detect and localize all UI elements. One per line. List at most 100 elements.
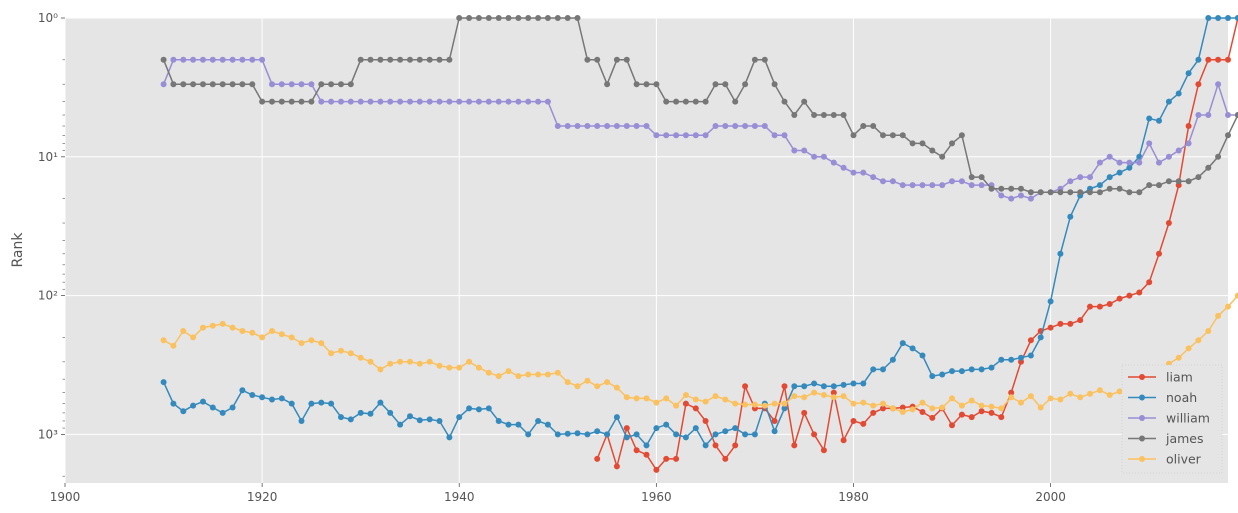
data-point-james [742,81,749,88]
data-point-william [229,56,236,63]
data-point-oliver [1215,312,1222,319]
data-point-james [377,56,384,63]
data-point-william [219,56,226,63]
data-point-liam [919,409,926,415]
data-point-james [909,140,916,147]
data-point-william [840,164,847,171]
data-point-james [338,81,344,88]
data-point-oliver [1205,328,1212,334]
data-point-william [1156,159,1162,166]
data-point-oliver [791,393,798,400]
data-point-oliver [170,342,177,349]
data-point-oliver [436,362,443,369]
data-point-liam [1225,56,1231,63]
data-point-oliver [1116,388,1123,395]
data-point-noah [830,383,837,390]
data-point-noah [407,413,413,420]
data-point-oliver [939,404,946,411]
data-point-james [308,98,315,105]
data-point-liam [712,442,719,449]
legend-marker-oliver [1139,456,1145,462]
data-point-noah [1057,250,1064,257]
data-point-william [643,123,650,129]
data-point-james [229,81,236,88]
data-point-james [1096,189,1103,196]
data-point-william [781,132,788,139]
data-point-william [594,123,601,129]
data-point-liam [1136,289,1143,296]
data-point-william [475,98,482,105]
data-point-james [820,112,827,118]
data-point-james [939,153,946,160]
data-point-noah [584,431,591,438]
data-point-oliver [978,402,985,409]
data-point-liam [791,442,798,449]
data-point-william [544,98,551,105]
data-point-william [446,98,453,105]
data-point-james [1116,185,1123,192]
data-point-noah [397,421,404,428]
data-point-william [830,159,837,166]
data-point-james [416,56,423,63]
data-point-james [298,98,305,105]
data-point-james [1234,112,1238,118]
data-point-oliver [387,360,394,367]
data-point-noah [604,431,611,438]
data-point-james [811,112,818,118]
data-point-noah [298,418,305,424]
data-point-noah [288,400,295,407]
data-point-liam [682,400,689,407]
data-point-oliver [328,350,335,357]
data-point-oliver [416,360,423,367]
data-point-william [1096,159,1103,166]
data-point-noah [791,383,798,390]
data-point-oliver [604,379,611,386]
data-point-liam [1027,337,1034,344]
data-point-oliver [338,347,344,354]
data-point-james [830,112,837,118]
data-point-james [180,81,187,88]
data-point-oliver [278,331,285,338]
data-point-william [170,56,177,63]
data-point-james [692,98,699,105]
data-point-william [889,178,896,185]
data-point-james [682,98,689,105]
data-point-oliver [1047,395,1054,402]
data-point-james [505,15,512,21]
data-point-james [751,56,758,63]
data-point-noah [1037,334,1044,341]
data-point-james [1018,185,1024,192]
data-point-james [318,81,325,88]
legend-label-james: james [1165,431,1204,446]
data-point-william [604,123,611,129]
data-point-william [259,56,266,63]
data-point-liam [1126,292,1133,299]
data-point-william [190,56,197,63]
data-point-oliver [811,389,818,396]
data-point-noah [889,356,896,363]
data-point-james [1037,189,1044,196]
data-point-william [811,153,818,160]
data-point-james [761,56,768,63]
data-point-william [899,182,906,189]
y-tick-label: 10¹ [38,150,58,164]
data-point-noah [939,371,946,378]
data-point-oliver [308,337,315,344]
data-point-liam [1096,303,1103,310]
legend-label-noah: noah [1166,390,1197,405]
data-point-william [387,98,394,105]
data-point-william [1126,159,1133,166]
data-point-oliver [535,371,542,378]
data-point-oliver [623,394,630,401]
data-point-oliver [1225,303,1231,310]
data-point-oliver [909,406,916,413]
data-point-noah [1234,15,1238,21]
data-point-james [1175,178,1182,185]
data-point-oliver [475,364,482,371]
data-point-noah [219,409,226,416]
data-point-william [722,123,729,129]
data-point-oliver [249,329,256,336]
data-point-william [278,81,285,88]
data-point-james [190,81,197,88]
data-point-liam [1047,324,1054,331]
